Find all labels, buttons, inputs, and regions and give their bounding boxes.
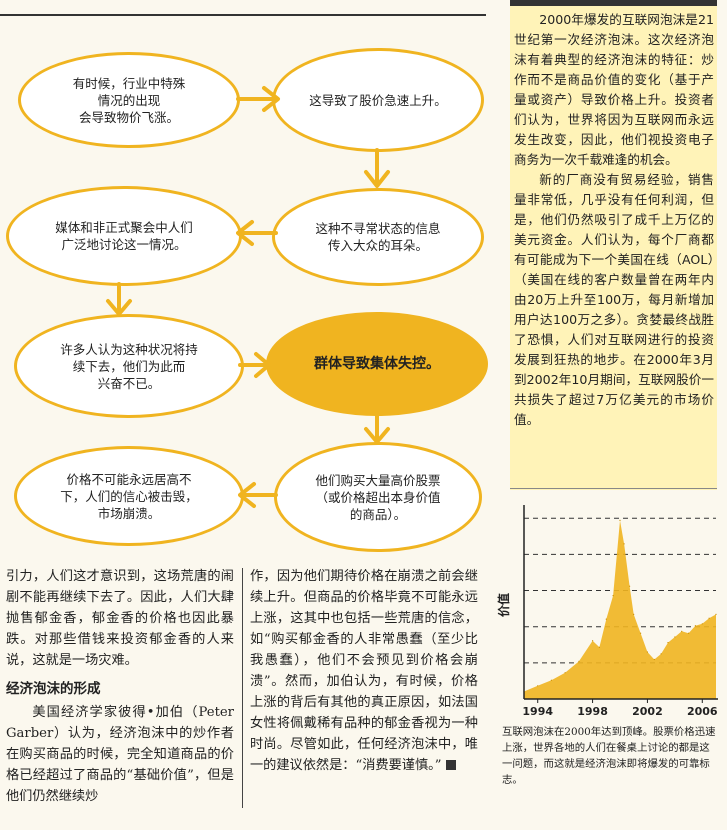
arrow-right-icon <box>238 352 271 378</box>
article-paragraph: 美国经济学家彼得•加伯（Peter Garber）认为，经济泡沫中的炒作者在购买… <box>6 705 234 804</box>
flow-node-5: 许多人认为这种状况将持 续下去，他们为此而 兴奋不已。 <box>14 314 244 418</box>
chart-data-point <box>605 618 607 620</box>
article-column-1: 引力，人们这才意识到，这场荒唐的闹剧不能再继续下去了。因此，人们大肆抛售郁金香，… <box>6 566 234 807</box>
end-mark-icon <box>445 760 456 770</box>
chart-data-point <box>537 685 539 687</box>
chart-data-point <box>674 636 676 638</box>
chart-x-tick-label: 1998 <box>577 705 608 718</box>
chart-data-point <box>715 613 717 615</box>
article-text: 作，因为他们期待价格在崩溃之前会继续上升。但商品的价格毕竟不可能永远上涨，这其中… <box>250 569 478 773</box>
header-rule <box>0 14 486 16</box>
arrow-left-icon <box>238 482 278 508</box>
chart-data-point <box>681 630 683 632</box>
chart-data-point <box>653 658 655 661</box>
arrow-down-icon <box>364 148 390 188</box>
chart-data-point <box>612 595 614 597</box>
sidebar-text: 2000年爆发的互联网泡沫是21世纪第一次经济泡沫。这次经济泡沫有着典型的经济泡… <box>514 10 714 430</box>
flow-node-2: 这导致了股价急速上升。 <box>272 48 484 152</box>
chart-x-tick-label: 1994 <box>522 705 553 718</box>
chart-caption: 互联网泡沫在2000年达到顶峰。股票价格迅速上涨，世界各地的人们在餐桌上讨论的都… <box>502 726 716 786</box>
chart-y-axis-label: 价值 <box>496 593 511 617</box>
sidebar-top-bar <box>510 0 717 6</box>
chart-area-series <box>524 520 716 699</box>
chart-data-point <box>629 585 631 587</box>
chart-data-point <box>667 642 669 644</box>
column-divider <box>242 568 243 808</box>
chart-data-point <box>694 625 696 627</box>
sidebar-panel: 2000年爆发的互联网泡沫是21世纪第一次经济泡沫。这次经济泡沫有着典型的经济泡… <box>494 0 727 830</box>
sidebar-rule <box>510 488 717 489</box>
sidebar-paragraph: 2000年爆发的互联网泡沫是21世纪第一次经济泡沫。这次经济泡沫有着典型的经济泡… <box>514 12 714 167</box>
chart-data-point <box>592 640 594 642</box>
chart-data-point <box>619 519 621 521</box>
chart-data-point <box>550 679 552 681</box>
chart-data-point <box>633 613 635 615</box>
flow-node-6: 群体导致集体失控。 <box>266 312 488 416</box>
chart-data-point <box>578 660 580 662</box>
chart-data-point <box>623 543 625 545</box>
flow-node-3: 媒体和非正式聚会中人们 广泛地讨论这一情况。 <box>6 186 242 286</box>
bubble-flow-diagram: 有时候，行业中特殊 情况的出现 会导致物价飞涨。 这导致了股价急速上升。 媒体和… <box>0 18 490 558</box>
sidebar-paragraph: 新的厂商没有贸易经验，销售量非常低，几乎没有任何利润，但是，他们仍然吸引了成千上… <box>514 172 714 427</box>
bubble-chart: 1994 1998 2002 2006 价值 <box>494 497 727 727</box>
chart-data-point <box>701 623 703 625</box>
arrow-left-icon <box>236 220 278 246</box>
arrow-down-icon <box>106 282 132 316</box>
chart-data-point <box>660 653 662 655</box>
chart-data-point <box>708 617 710 619</box>
arrow-down-icon <box>364 410 390 444</box>
chart-data-point <box>640 632 642 634</box>
chart-data-point <box>564 672 566 674</box>
sidebar-box <box>510 6 717 490</box>
flow-node-8: 他们购买大量高价股票 （或价格超出本身价值 的商品）。 <box>274 442 482 552</box>
chart-x-tick-label: 2006 <box>687 705 718 718</box>
header-strip <box>8 0 12 10</box>
flow-node-4: 这种不寻常状态的信息 传入大众的耳朵。 <box>272 188 484 286</box>
article-paragraph: 作，因为他们期待价格在崩溃之前会继续上升。但商品的价格毕竟不可能永远上涨，这其中… <box>250 566 478 776</box>
flow-node-1: 有时候，行业中特殊 情况的出现 会导致物价飞涨。 <box>18 52 240 148</box>
chart-data-point <box>688 632 690 634</box>
article-column-2: 作，因为他们期待价格在崩溃之前会继续上升。但商品的价格毕竟不可能永远上涨，这其中… <box>250 566 478 776</box>
arrow-right-icon <box>236 86 280 112</box>
chart-x-tick-label: 2002 <box>632 705 663 718</box>
area-chart-svg: 1994 1998 2002 2006 价值 <box>496 505 718 718</box>
flow-node-7: 价格不可能永远居高不 下，人们的信心被击毁， 市场崩溃。 <box>14 446 244 546</box>
section-heading: 经济泡沫的形成 <box>6 681 101 697</box>
chart-data-point <box>598 646 600 648</box>
article-paragraph: 引力，人们这才意识到，这场荒唐的闹剧不能再继续下去了。因此，人们大肆抛售郁金香，… <box>6 569 234 668</box>
chart-data-point <box>646 651 648 653</box>
